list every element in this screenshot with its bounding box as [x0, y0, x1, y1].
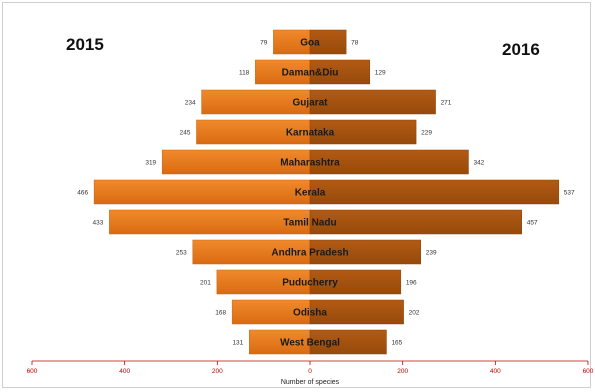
bar-2015-puducherry	[216, 269, 311, 295]
value-label-2016: 239	[426, 250, 437, 257]
category-label: Daman&Diu	[282, 68, 339, 79]
value-label-2015: 118	[239, 70, 250, 77]
x-tick-label: 200	[397, 368, 408, 375]
bar-2016-andhra-pradesh	[309, 239, 421, 265]
value-label-2015: 319	[145, 160, 156, 167]
value-label-2015: 168	[215, 310, 226, 317]
bar-2015-kerala	[93, 179, 311, 205]
x-tick-label: 600	[583, 368, 594, 375]
bar-2016-tamil-nadu	[309, 209, 522, 235]
x-tick-label: 0	[308, 368, 312, 375]
bar-2015-gujarat	[201, 89, 311, 115]
bar-2016-west-bengal	[309, 329, 387, 355]
category-label: Karnataka	[286, 128, 335, 139]
bar-2016-maharashtra	[309, 149, 469, 175]
bar-2016-odisha	[309, 299, 404, 325]
value-label-2015: 245	[180, 130, 191, 137]
bar-2016-gujarat	[309, 89, 436, 115]
category-label: Andhra Pradesh	[271, 248, 348, 259]
value-label-2016: 165	[391, 340, 402, 347]
value-label-2015: 201	[200, 280, 211, 287]
bar-2016-daman-diu	[309, 59, 371, 85]
category-label: Goa	[300, 38, 320, 49]
bar-2016-goa	[309, 29, 347, 55]
bar-2016-kerala	[309, 179, 560, 205]
value-label-2016: 202	[409, 310, 420, 317]
value-label-2016: 229	[421, 130, 432, 137]
value-label-2016: 129	[375, 70, 386, 77]
category-label: Puducherry	[282, 278, 338, 289]
value-label-2016: 271	[441, 100, 452, 107]
value-label-2015: 131	[232, 340, 243, 347]
bar-2015-maharashtra	[161, 149, 311, 175]
value-label-2016: 196	[406, 280, 417, 287]
series-left-label: 2015	[66, 35, 104, 54]
category-label: Kerala	[295, 188, 326, 199]
value-label-2016: 342	[473, 160, 484, 167]
value-label-2016: 78	[351, 40, 359, 47]
bar-2016-puducherry	[309, 269, 402, 295]
value-label-2016: 457	[527, 220, 538, 227]
bar-2016-karnataka	[309, 119, 417, 145]
x-axis-title: Number of species	[281, 379, 340, 386]
series-right-label: 2016	[502, 40, 540, 59]
value-label-2015: 253	[176, 250, 187, 257]
x-tick-label: 200	[212, 368, 223, 375]
category-label: Gujarat	[292, 98, 328, 109]
x-tick-label: 600	[27, 368, 38, 375]
bar-2015-karnataka	[196, 119, 311, 145]
value-label-2015: 433	[93, 220, 104, 227]
category-label: West Bengal	[280, 338, 340, 349]
value-label-2015: 466	[77, 190, 88, 197]
x-tick-label: 400	[490, 368, 501, 375]
category-label: Odisha	[293, 308, 327, 319]
value-label-2016: 537	[564, 190, 575, 197]
value-label-2015: 79	[260, 40, 268, 47]
bar-2015-goa	[273, 29, 311, 55]
category-label: Tamil Nadu	[283, 218, 336, 229]
category-label: Maharashtra	[280, 158, 340, 169]
bar-2015-west-bengal	[249, 329, 311, 355]
x-tick-label: 400	[119, 368, 130, 375]
bar-2015-tamil-nadu	[109, 209, 311, 235]
value-label-2015: 234	[185, 100, 196, 107]
bar-2015-daman-diu	[255, 59, 311, 85]
